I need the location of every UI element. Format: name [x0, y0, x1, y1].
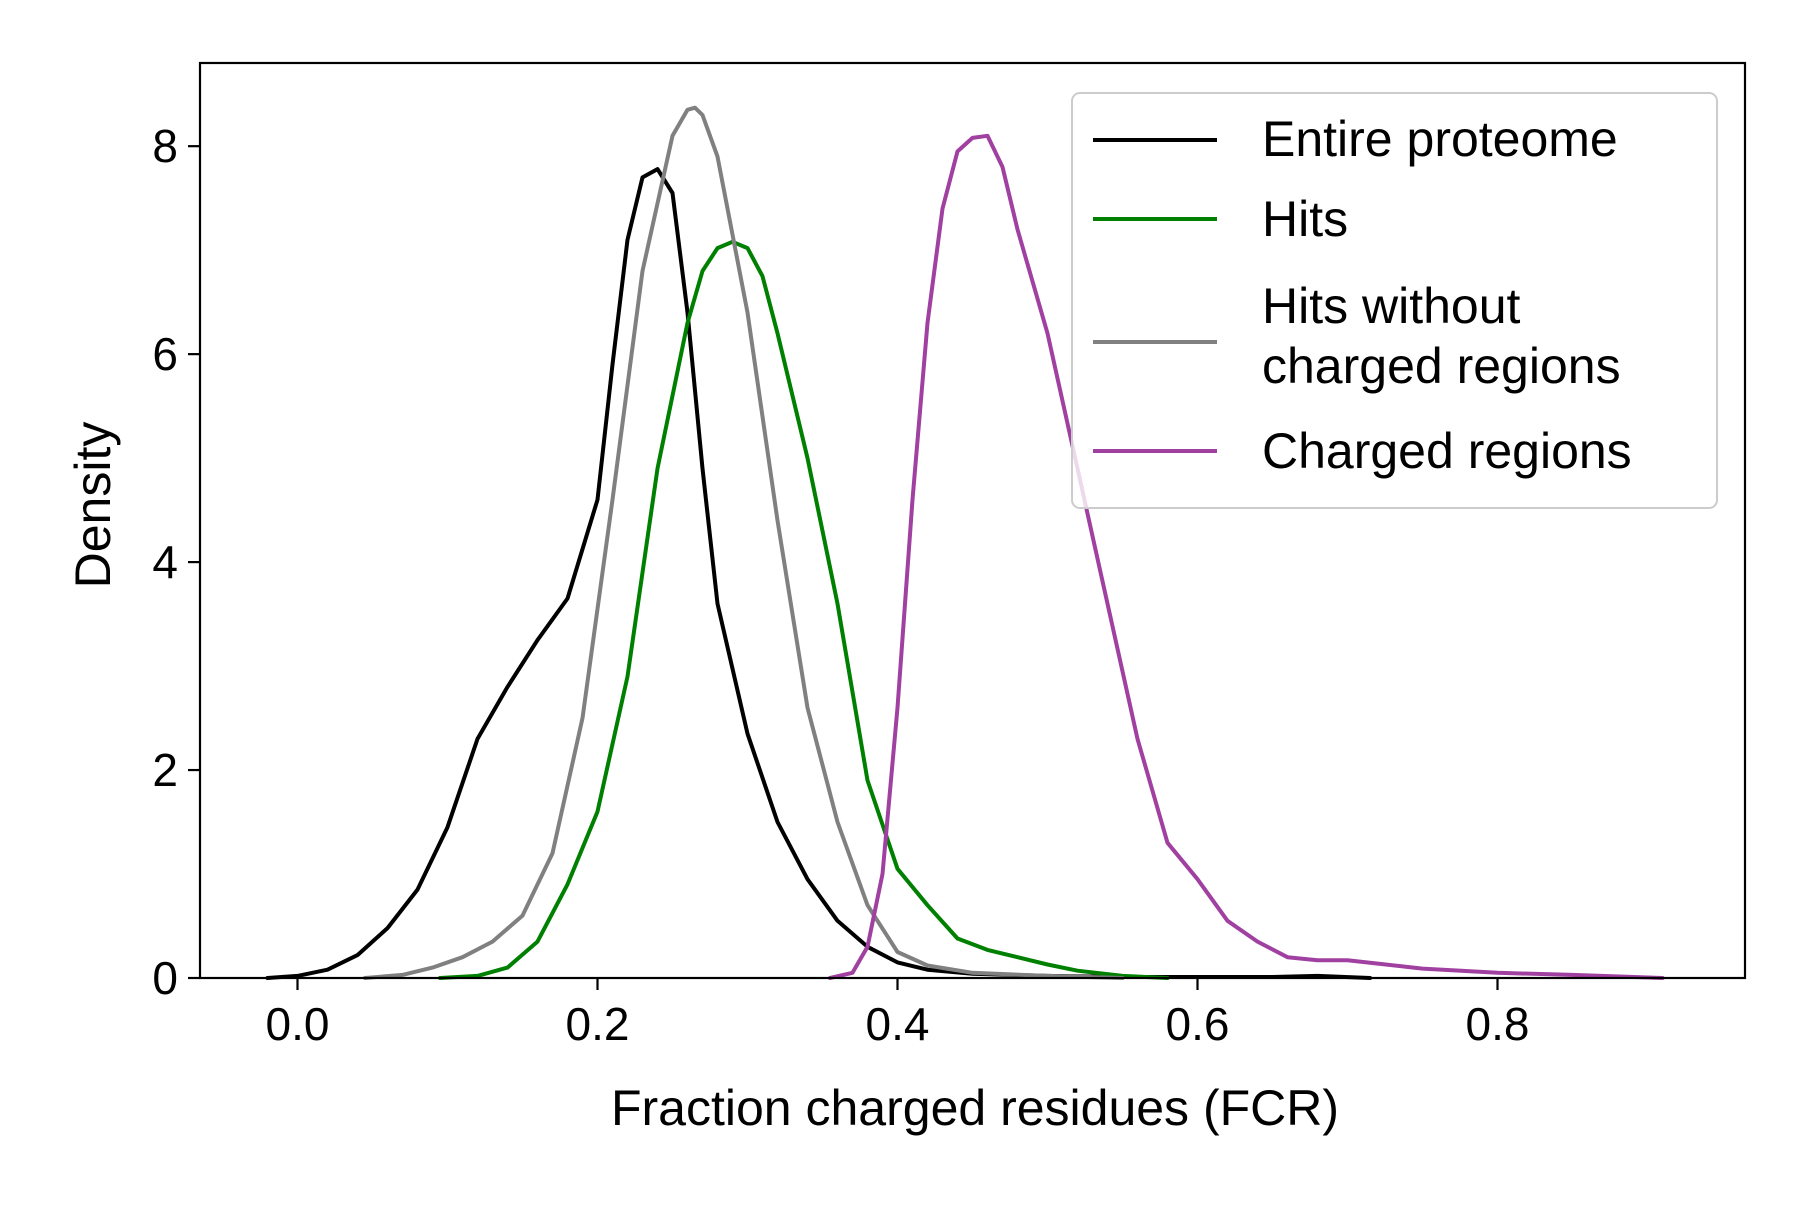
- x-tick-label: 0.8: [1466, 998, 1530, 1050]
- legend: Entire proteome Hits Hits without charged r…: [1071, 92, 1718, 509]
- plot-area: [265, 105, 1665, 980]
- x-tick-label: 0.0: [266, 998, 330, 1050]
- x-axis-label: Fraction charged residues (FCR): [611, 1080, 1339, 1136]
- y-tick-label: 6: [152, 328, 178, 380]
- series-line-4: [828, 133, 1665, 980]
- y-tick-label: 0: [152, 952, 178, 1004]
- y-tick-label: 2: [152, 744, 178, 796]
- series-line-3: [363, 105, 1125, 980]
- y-tick-label: 8: [152, 120, 178, 172]
- plot-frame: [198, 61, 1747, 980]
- legend-label-3: Hits without charged regions: [1262, 278, 1621, 394]
- legend-box: [1071, 92, 1718, 509]
- legend-label-4: Charged regions: [1262, 423, 1632, 479]
- y-axis-label: Density: [65, 422, 121, 589]
- legend-label-1: Entire proteome: [1262, 111, 1618, 167]
- series-line-2: [438, 239, 1170, 980]
- x-tick-label: 0.4: [866, 998, 930, 1050]
- x-tick-label: 0.6: [1166, 998, 1230, 1050]
- legend-label-2: Hits: [1262, 191, 1348, 247]
- y-tick-label: 4: [152, 536, 178, 588]
- axes: 0.0 0.2 0.4 0.6 0.8 0 2 4 6 8: [152, 61, 1747, 1050]
- x-tick-label: 0.2: [566, 998, 630, 1050]
